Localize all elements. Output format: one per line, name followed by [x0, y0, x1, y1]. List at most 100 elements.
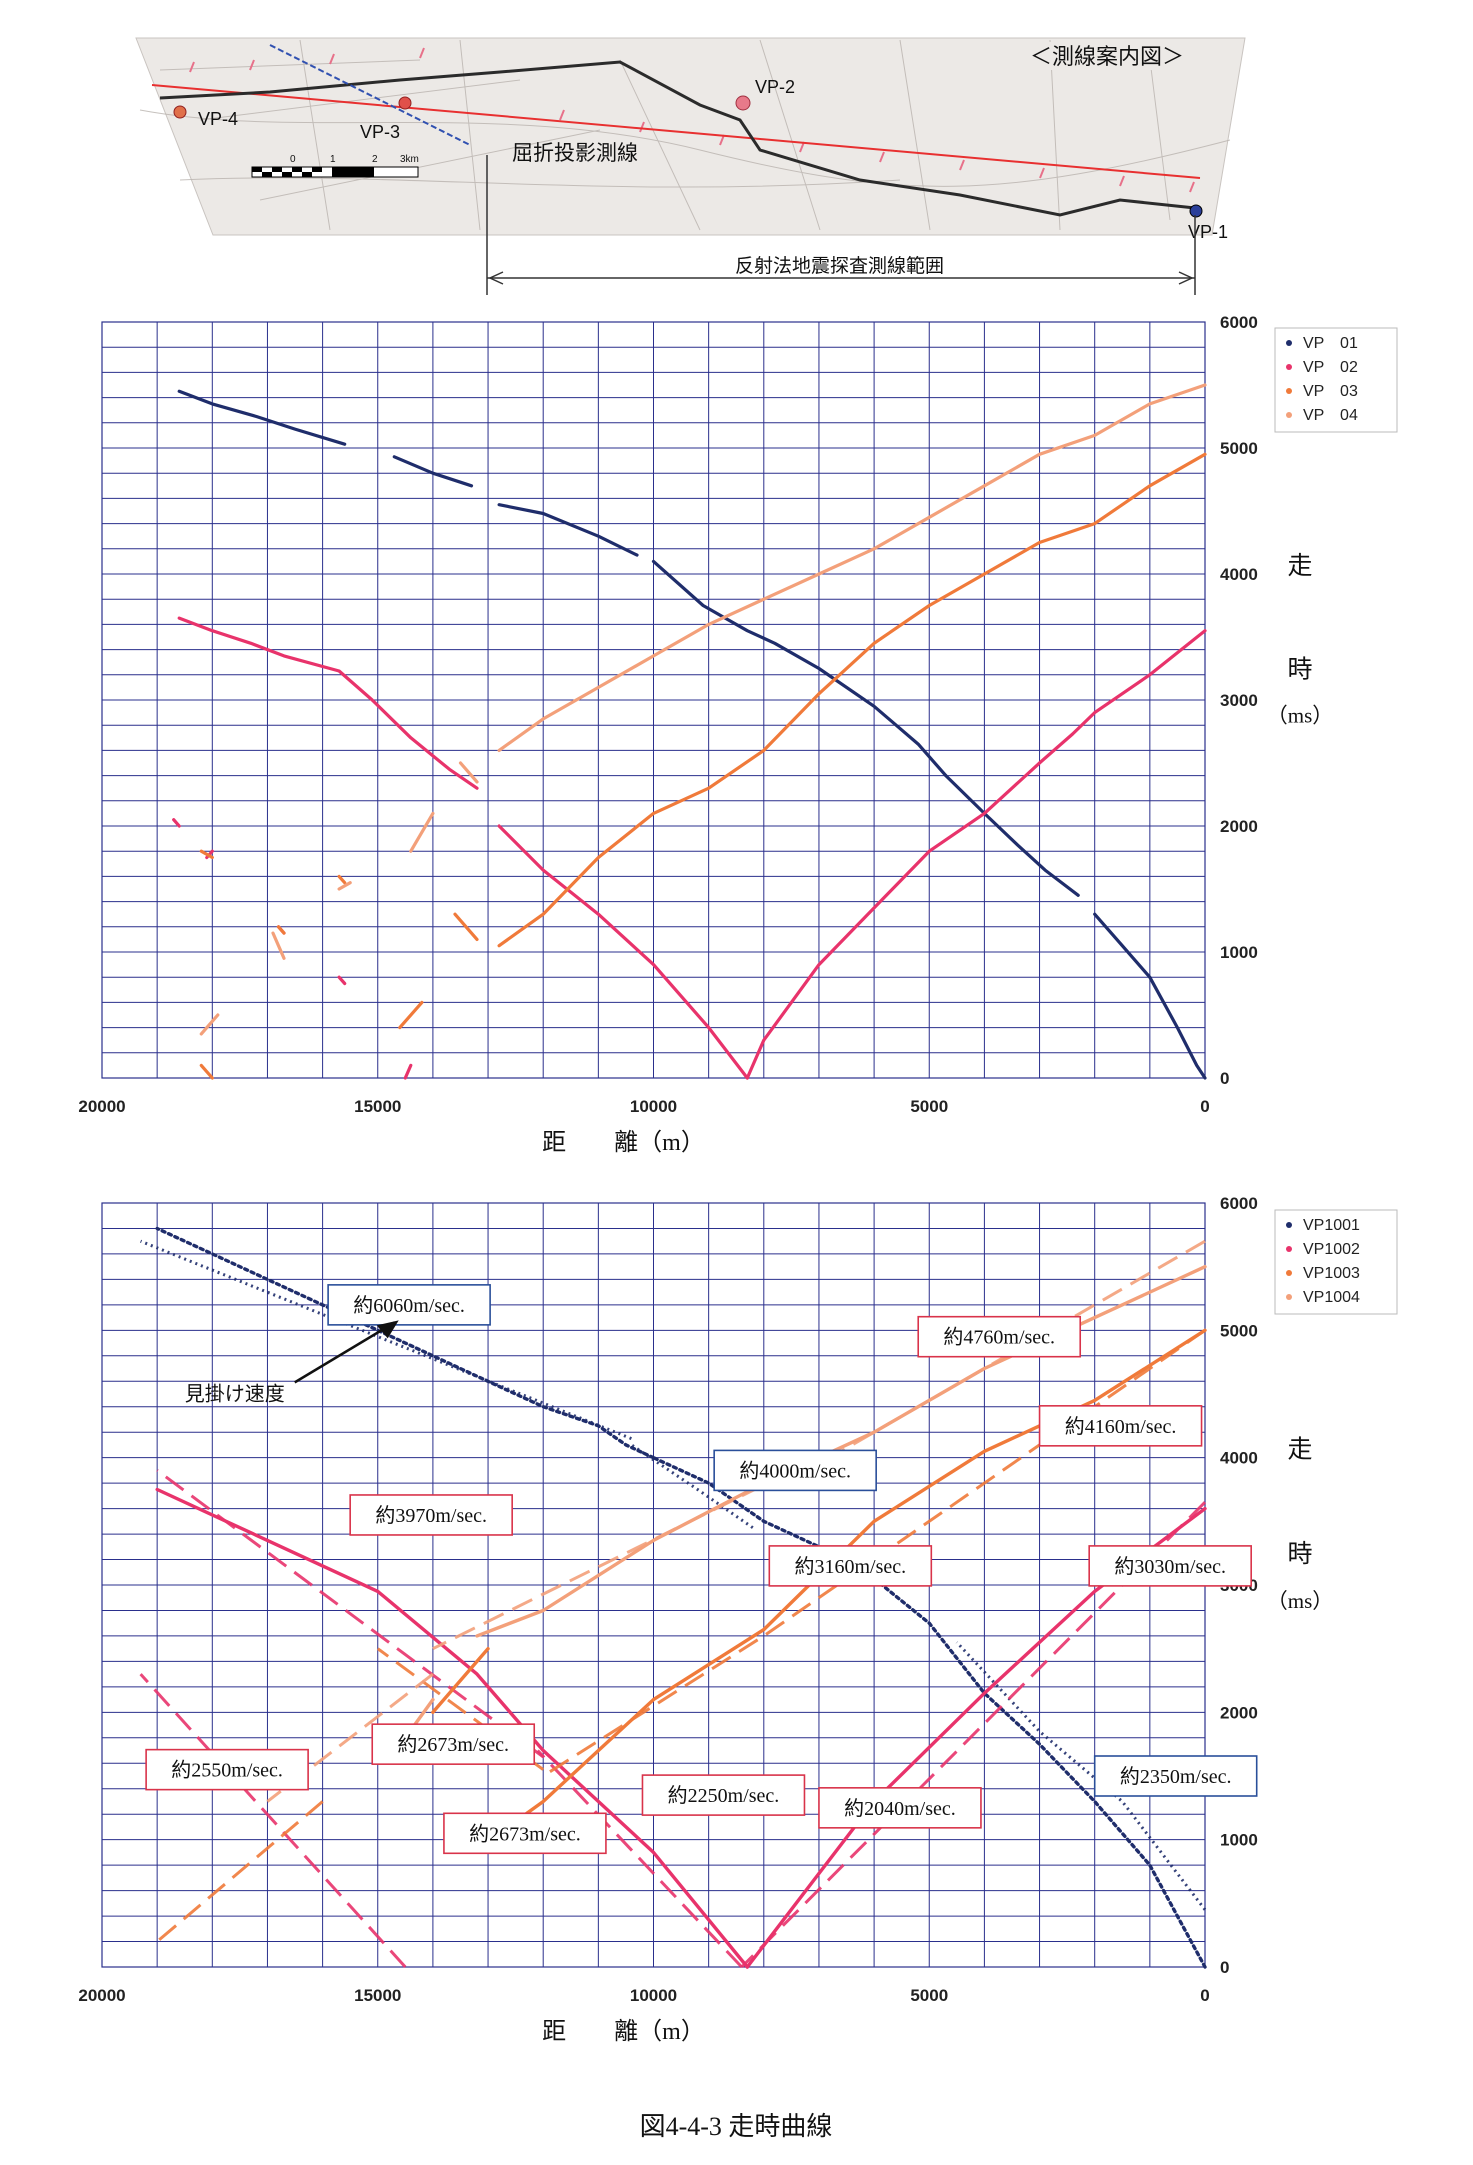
series-segment: [276, 925, 286, 935]
legend-marker: [1286, 1246, 1292, 1252]
vp3-label: VP-3: [360, 122, 400, 142]
y-axis-label-part: 時: [1287, 655, 1312, 683]
legend-marker: [1286, 1222, 1292, 1228]
y-tick-label: 4000: [1220, 565, 1258, 584]
series-segment: [745, 629, 1207, 1080]
map-streets: [139, 39, 1231, 231]
velocity-box: [818, 1787, 982, 1829]
refraction-line-label: 屈折投影測線: [512, 142, 638, 165]
series-segment: [199, 1013, 220, 1036]
scale-tick-1: 1: [330, 154, 336, 165]
x-axis-label: 距 離（m）: [542, 1129, 705, 1156]
x-tick-label: 0: [1200, 1097, 1209, 1116]
series-segment: [651, 559, 948, 778]
series-segment: [398, 1000, 424, 1030]
scale-tick-3: 3km: [400, 154, 419, 165]
series-segment: [337, 975, 347, 986]
velocity-fit-line: [818, 1239, 1206, 1466]
series-segment: [199, 849, 214, 860]
velocity-box: [1093, 1755, 1258, 1797]
chart-vp-travel-time: 20000 15000 10000 5000 00 1000 2000 3000 4000 500…: [78, 313, 1398, 1156]
y-tick-label: 6000: [1220, 1194, 1258, 1213]
velocity-annotation: 見掛け速度: [185, 1320, 399, 1405]
y-axis-unit-label: （ms）: [1267, 1589, 1334, 1613]
y-tick-label: 1000: [1220, 943, 1258, 962]
legend-marker: [1286, 364, 1292, 370]
apparent-velocity-label: 見掛け速度: [185, 1382, 285, 1405]
legend-entry: VP 02: [1303, 359, 1358, 376]
series-segment: [497, 824, 749, 1080]
y-tick-label: 2000: [1220, 817, 1258, 836]
map-station-ticks: [189, 47, 1195, 193]
series-segment: [177, 389, 347, 446]
series-1: [140, 1226, 1207, 1969]
vp4-label: VP-4: [198, 109, 238, 129]
velocity-annotation: 約3030m/sec.: [1088, 1545, 1252, 1587]
velocity-label: 約2250m/sec.: [668, 1784, 780, 1807]
legend-marker: [1286, 412, 1292, 418]
velocity-annotation: 約6060m/sec.: [327, 1284, 491, 1326]
vp3-marker: [398, 96, 412, 110]
legend: VP 01 VP 02 VP 03 VP 04: [1274, 327, 1398, 433]
y-tick-label: 3000: [1220, 691, 1258, 710]
series-segment: [497, 383, 1207, 753]
velocity-box: [349, 1494, 513, 1536]
velocity-label: 約2550m/sec.: [171, 1759, 283, 1782]
velocity-annotation: 約2673m/sec.: [443, 1812, 607, 1855]
legend-marker: [1286, 1294, 1292, 1300]
y-tick-label: 0: [1220, 1069, 1229, 1088]
velocity-box: [327, 1284, 491, 1326]
velocity-box: [713, 1449, 877, 1492]
y-tick-label: 6000: [1220, 313, 1258, 332]
blue-survey-line: [269, 44, 471, 146]
chart-apparent-velocity: 2000015000100005000001000200030004000500…: [78, 1194, 1398, 2045]
velocity-annotation: 約3970m/sec.: [349, 1494, 513, 1536]
x-axis-label: 距 離（m）: [542, 2018, 705, 2045]
velocity-label: 約2673m/sec.: [397, 1733, 509, 1756]
series-1: [177, 389, 1207, 1080]
map-title: ＜測線案内図＞: [1030, 44, 1184, 69]
y-tick-label: 4000: [1220, 1449, 1258, 1468]
grid: [102, 322, 1205, 1078]
reflection-survey-line: [159, 60, 1196, 217]
x-tick-label: 10000: [630, 1097, 677, 1116]
velocity-fit-line: [156, 1469, 545, 1759]
series-3: [199, 452, 1207, 1080]
velocity-fit-line: [536, 1749, 743, 1969]
series-segment: [177, 616, 479, 790]
velocity-annotation: 約2673m/sec.: [371, 1723, 536, 1765]
legend-entry: VP1002: [1303, 1241, 1360, 1258]
series-segment: [337, 874, 347, 885]
y-axis-label-part: 走: [1287, 552, 1312, 580]
legend-entry: VP1001: [1303, 1217, 1360, 1234]
velocity-box: [641, 1774, 806, 1816]
velocity-box: [1088, 1545, 1252, 1587]
velocity-fit-line: [139, 1673, 407, 1969]
legend-entry: VP 03: [1303, 383, 1358, 400]
velocity-label: 約3160m/sec.: [794, 1555, 906, 1578]
y-tick-label: 0: [1220, 1958, 1229, 1977]
velocity-label: 約2350m/sec.: [1120, 1765, 1232, 1788]
series-segment: [155, 1226, 656, 1460]
velocity-label: 約6060m/sec.: [353, 1294, 465, 1317]
series-segment: [155, 1487, 749, 1969]
scale-tick-2: 2: [372, 154, 378, 165]
velocity-label: 約4760m/sec.: [943, 1326, 1055, 1349]
y-axis-label-part: 時: [1287, 1540, 1312, 1568]
y-tick-label: 1000: [1220, 1831, 1258, 1850]
y-axis-unit-label: （ms）: [1267, 704, 1334, 728]
series-2: [172, 616, 1207, 1080]
series-segment: [392, 455, 474, 488]
series-segment: [199, 1063, 214, 1080]
scale-tick-0: 0: [290, 154, 296, 165]
series-4: [199, 383, 1207, 1036]
legend-entry: VP1003: [1303, 1265, 1360, 1282]
series-segment: [271, 931, 286, 960]
velocity-box: [1038, 1405, 1203, 1447]
legend-entry: VP1004: [1303, 1289, 1360, 1306]
velocity-annotation: 約2350m/sec.: [1093, 1755, 1258, 1797]
velocity-annotation: 約2040m/sec.: [818, 1787, 982, 1829]
legend-box: [1274, 327, 1398, 433]
